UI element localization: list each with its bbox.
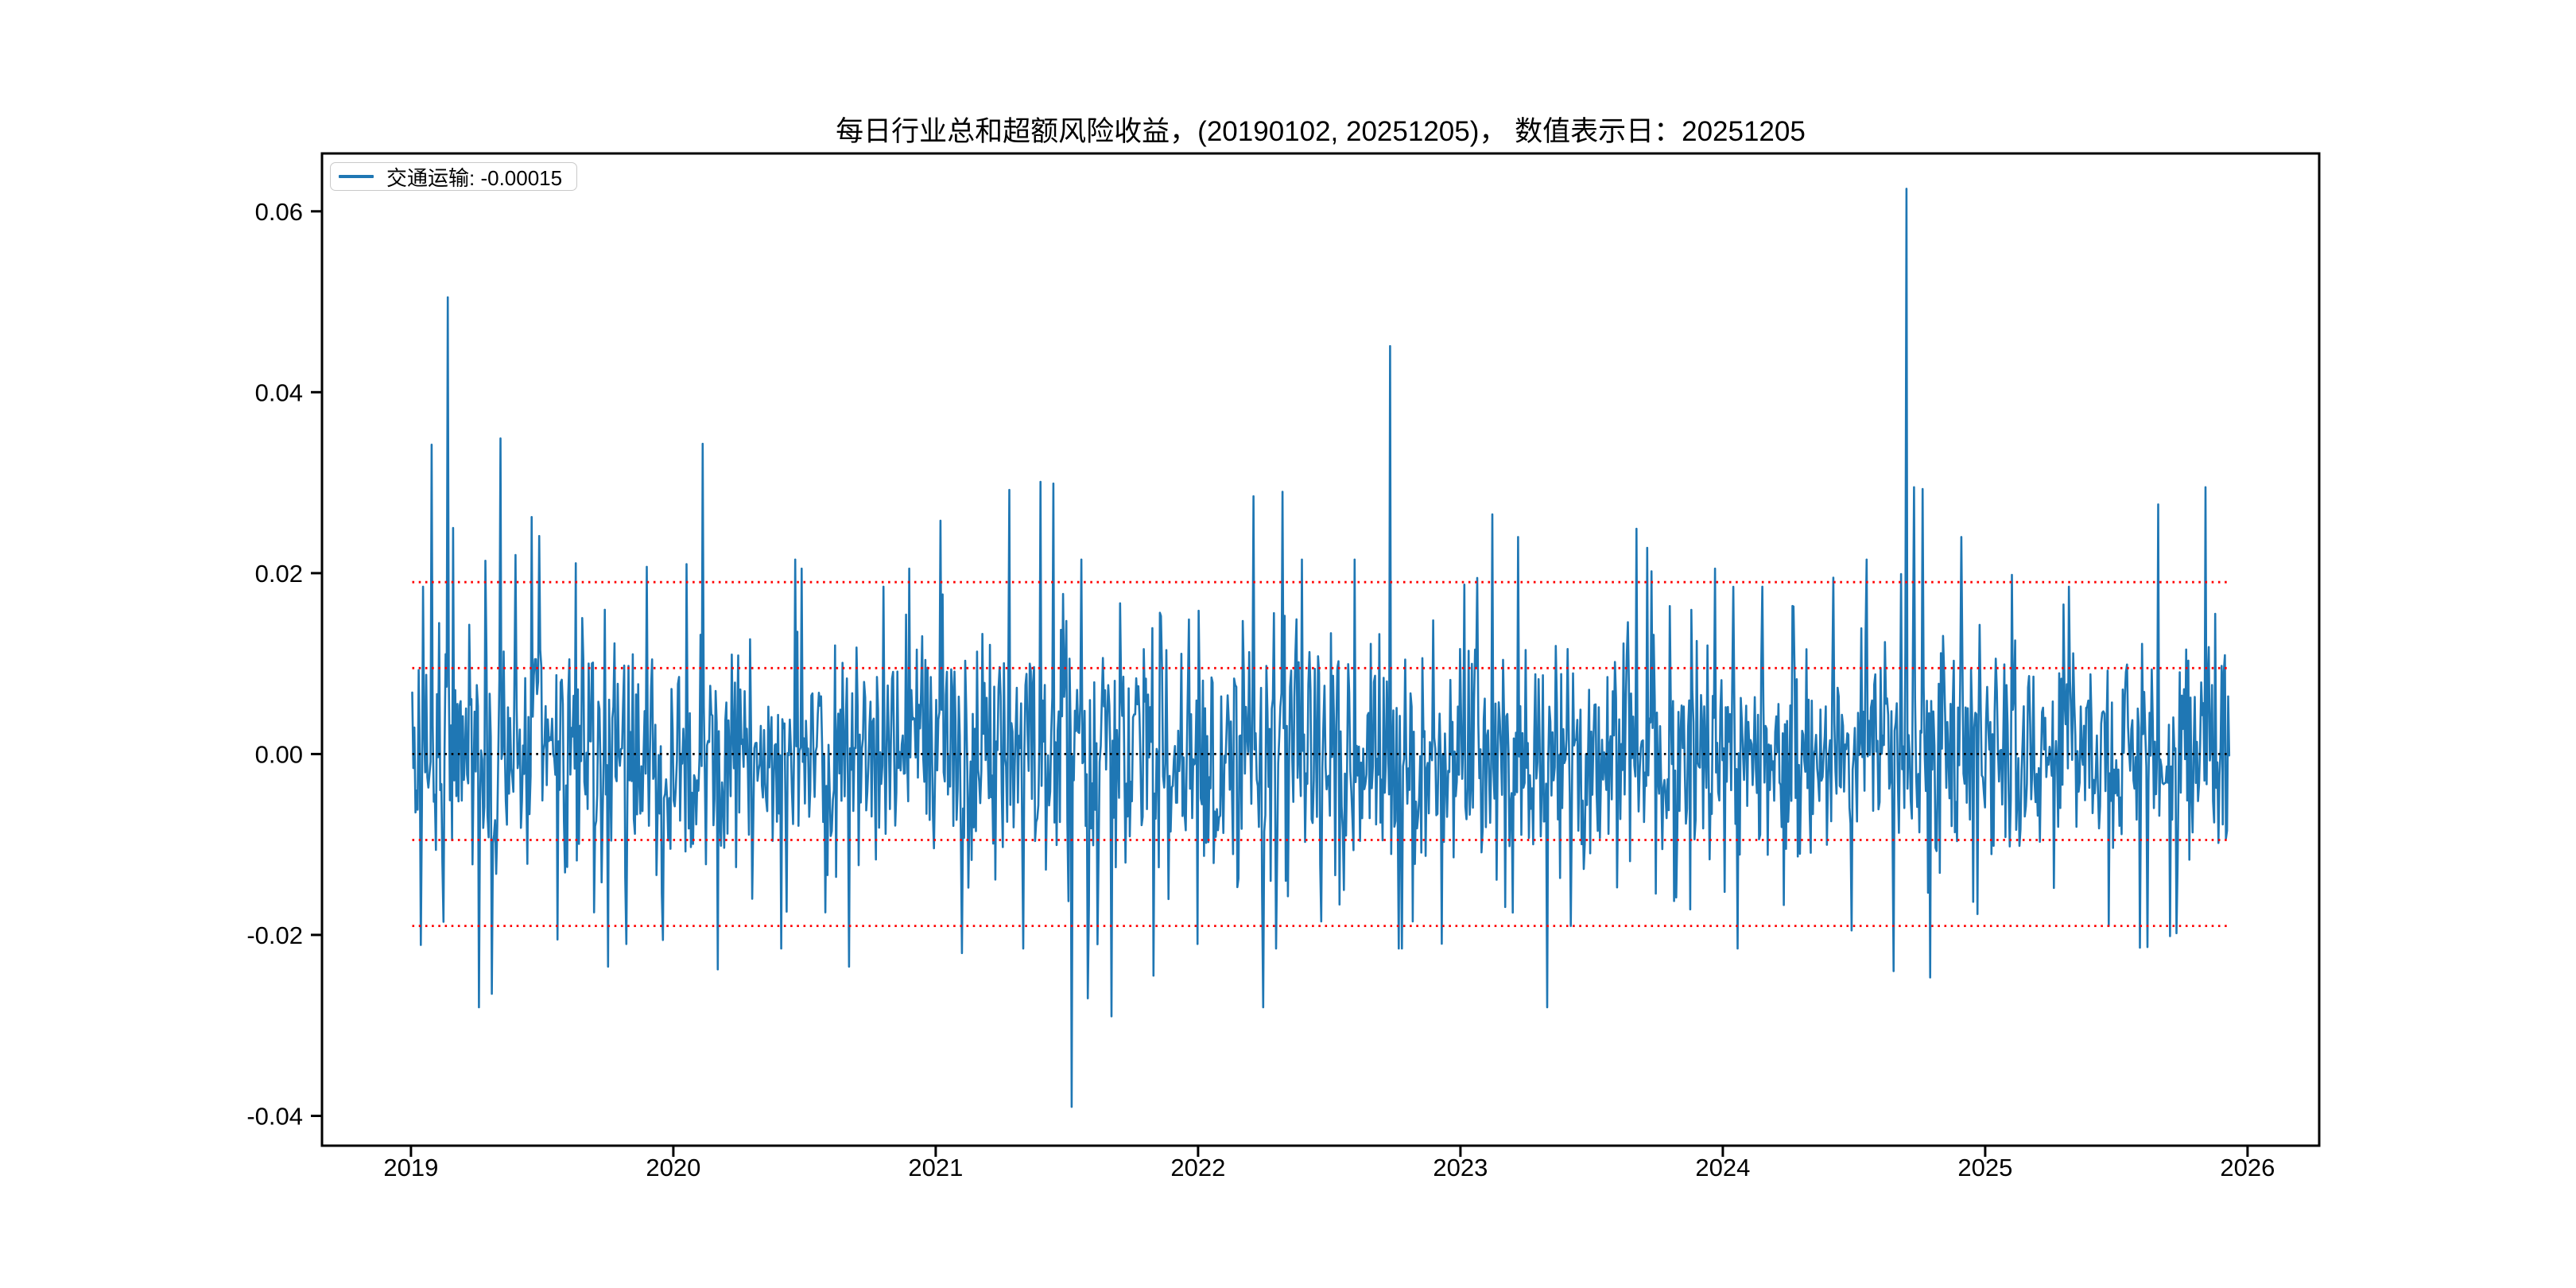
y-tick-label: -0.04	[246, 1103, 303, 1131]
legend-line-sample	[339, 175, 374, 178]
x-tick-label: 2021	[908, 1154, 963, 1181]
y-tick-label: 0.06	[255, 198, 303, 226]
x-tick-label: 2023	[1433, 1154, 1488, 1181]
legend-label: 交通运输: -0.00015	[386, 165, 563, 190]
x-tick-label: 2024	[1695, 1154, 1750, 1181]
x-tick-label: 2020	[646, 1154, 700, 1181]
x-tick-label: 2026	[2220, 1154, 2275, 1181]
series-line	[411, 188, 2231, 1108]
legend: 交通运输: -0.00015	[330, 162, 578, 191]
chart-title: 每日行业总和超额风险收益，(20190102, 20251205)， 数值表示日…	[836, 116, 1806, 147]
x-tick-label: 2019	[383, 1154, 438, 1181]
y-tick-label: 0.00	[255, 740, 303, 768]
y-tick-label: 0.04	[255, 378, 303, 406]
y-tick-label: -0.02	[246, 921, 303, 949]
x-tick-label: 2022	[1170, 1154, 1225, 1181]
axes-frame	[320, 152, 2321, 1147]
y-tick-label: 0.02	[255, 560, 303, 588]
x-tick-label: 2025	[1957, 1154, 2012, 1181]
